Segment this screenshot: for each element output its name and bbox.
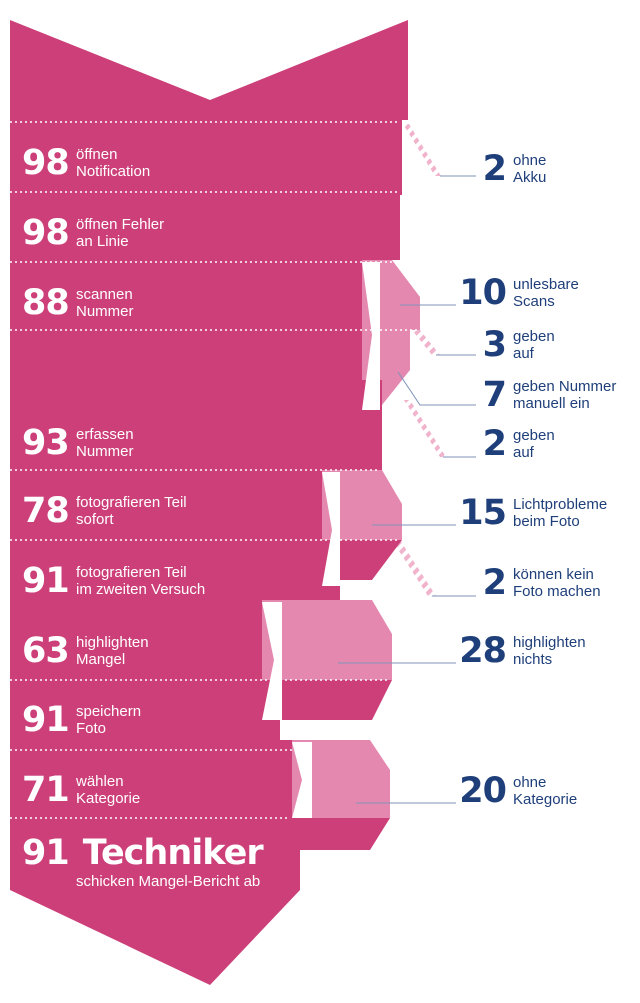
dropout-no-category: 20 ohne Kategorie (450, 769, 577, 813)
stage-dividers (10, 121, 420, 819)
stage-highlight-defect: 63 highlighten Mangel (22, 628, 149, 674)
dropout-hatch-aufgeben-1 (412, 330, 440, 355)
stage-label: highlighten Mangel (76, 634, 149, 668)
stage-value: 63 (22, 630, 70, 671)
dropout-label: geben Nummer manuell ein (513, 378, 617, 412)
stage-label: erfassen Nummer (76, 426, 134, 460)
dropout-no-photo: 2 können kein Foto machen (450, 561, 601, 605)
dropout-manual-entry: 7 geben Nummer manuell ein (450, 373, 617, 417)
dropout-label: können kein Foto machen (513, 566, 601, 600)
dropout-no-battery: 2 ohne Akku (450, 147, 547, 191)
stage-value: 91 (22, 699, 70, 740)
stage-value: 91 (22, 560, 70, 601)
final-stage: 91 Techniker schicken Mangel-Bericht ab (22, 833, 264, 891)
dropout-block-licht (322, 470, 402, 540)
stage-value: 98 (22, 142, 70, 183)
dropout-value: 7 (482, 374, 507, 415)
leader-lines (338, 175, 476, 804)
stage-value: 88 (22, 282, 70, 323)
dropout-value: 28 (459, 630, 507, 671)
final-value: 91 (22, 833, 70, 873)
main-return-2 (322, 540, 402, 580)
dropout-label: geben auf (513, 427, 555, 461)
dropout-value: 15 (459, 492, 507, 533)
dropout-label: highlighten nichts (513, 634, 586, 668)
stage-photo-second-try: 91 fotografieren Teil im zweiten Versuch (22, 558, 205, 604)
notch-3 (262, 602, 282, 720)
stage-save-photo: 91 speichern Foto (22, 697, 141, 743)
dropout-label: unlesbare Scans (513, 276, 579, 310)
dropout-value: 10 (459, 272, 507, 313)
main-return-4 (292, 818, 390, 890)
stage-label: speichern Foto (76, 703, 142, 737)
main-return-3 (262, 680, 392, 720)
dropout-highlight-nothing: 28 highlighten nichts (450, 629, 586, 673)
stage-open-error: 98 öffnen Fehler an Linie (22, 210, 164, 256)
final-word: Techniker (82, 833, 264, 873)
dropout-label: ohne Akku (513, 152, 547, 186)
dropout-hatch-kein-foto (392, 540, 436, 596)
stage-open-notification: 98 öffnen Notification (22, 140, 150, 186)
stage-value: 93 (22, 422, 70, 463)
dropout-value: 3 (482, 324, 507, 365)
dropout-block-highlight (262, 600, 392, 680)
dropout-give-up-1: 3 geben auf (450, 323, 555, 367)
notch-2 (322, 472, 340, 586)
notch-4 (292, 742, 312, 818)
final-label: schicken Mangel-Bericht ab (76, 873, 261, 890)
dropout-value: 20 (459, 770, 507, 811)
dropout-label: Lichtprobleme beim Foto (513, 496, 608, 530)
funnel-body (10, 20, 408, 985)
stage-enter-number: 93 erfassen Nummer (22, 420, 134, 466)
dropout-value: 2 (482, 148, 507, 189)
dropout-unreadable-scans: 10 unlesbare Scans (450, 271, 579, 315)
stage-value: 78 (22, 490, 70, 531)
stage-label: öffnen Fehler an Linie (76, 216, 165, 250)
stage-choose-category: 71 wählen Kategorie (22, 767, 140, 813)
dropout-value: 2 (482, 423, 507, 464)
notch-1 (362, 262, 380, 410)
dropout-label: ohne Kategorie (513, 774, 578, 808)
stage-scan-number: 88 scannen Nummer (22, 280, 134, 326)
dropout-value: 2 (482, 562, 507, 603)
stage-photo-immediate: 78 fotografieren Teil sofort (22, 488, 187, 534)
stage-label: fotografieren Teil sofort (76, 494, 187, 528)
dropout-block-kategorie (292, 740, 390, 818)
stage-value: 71 (22, 769, 70, 810)
dropout-label: geben auf (513, 328, 555, 362)
dropout-give-up-2: 2 geben auf (450, 422, 555, 466)
stage-label: fotografieren Teil im zweiten Versuch (76, 564, 206, 598)
dropout-hatch-aufgeben-2 (404, 400, 446, 457)
dropout-hatch-akku (403, 124, 441, 176)
stage-label: wählen Kategorie (76, 773, 141, 807)
dropout-light-problems: 15 Lichtprobleme beim Foto (450, 491, 607, 535)
stage-label: öffnen Notification (76, 146, 151, 180)
stage-label: scannen Nummer (76, 286, 134, 320)
stage-value: 98 (22, 212, 70, 253)
